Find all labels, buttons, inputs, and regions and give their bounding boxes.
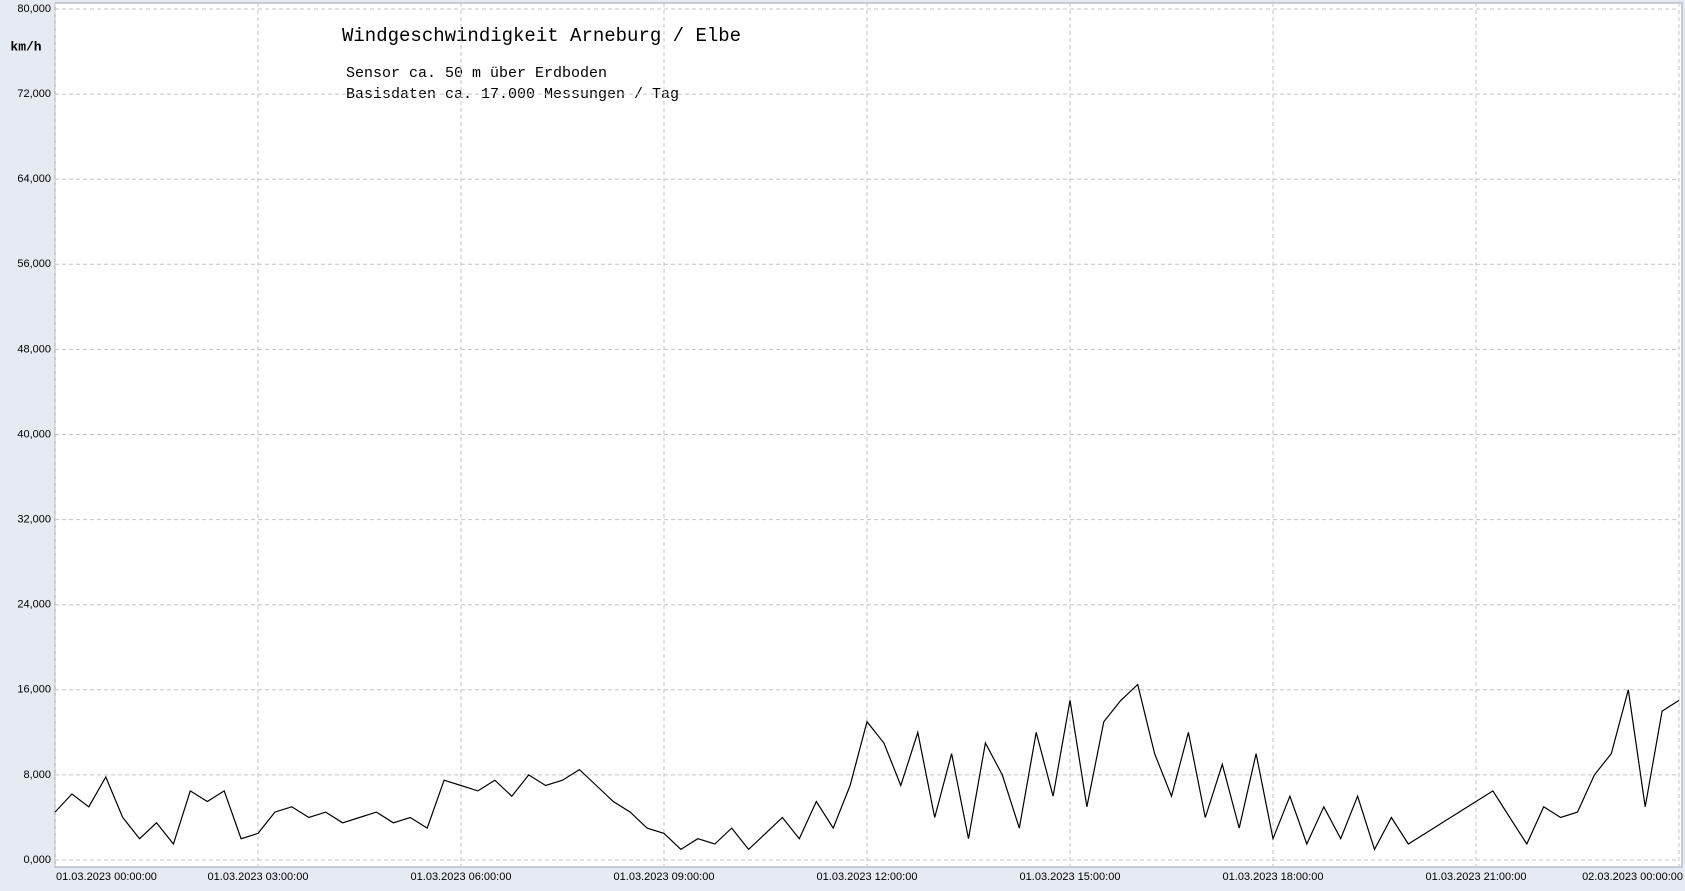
- y-tick-label: 16,000: [17, 684, 51, 696]
- x-tick-label: 01.03.2023 06:00:00: [411, 871, 512, 883]
- y-tick-label: 56,000: [17, 258, 51, 270]
- x-tick-label: 01.03.2023 09:00:00: [614, 871, 715, 883]
- x-tick-label: 01.03.2023 15:00:00: [1020, 871, 1121, 883]
- x-tick-label: 01.03.2023 12:00:00: [817, 871, 918, 883]
- chart-title: Windgeschwindigkeit Arneburg / Elbe: [342, 25, 741, 47]
- data-line: [54, 683, 1680, 851]
- y-axis-label: km/h: [10, 39, 41, 54]
- y-tick-label: 64,000: [17, 173, 51, 185]
- x-tick-label: 02.03.2023 00:00:00: [1582, 871, 1683, 883]
- y-tick-label: 80,000: [17, 3, 51, 15]
- y-tick-label: 24,000: [17, 599, 51, 611]
- y-tick-label: 72,000: [17, 88, 51, 100]
- y-tick-label: 8,000: [23, 769, 51, 781]
- y-tick-label: 0,000: [23, 854, 51, 866]
- x-tick-label: 01.03.2023 21:00:00: [1426, 871, 1527, 883]
- annotation: Sensor ca. 50 m über Erdboden: [346, 65, 607, 82]
- x-tick-label: 01.03.2023 00:00:00: [56, 871, 157, 883]
- y-tick-label: 32,000: [17, 514, 51, 526]
- x-tick-label: 01.03.2023 18:00:00: [1223, 871, 1324, 883]
- x-tick-label: 01.03.2023 03:00:00: [208, 871, 309, 883]
- y-tick-label: 48,000: [17, 343, 51, 355]
- y-tick-label: 40,000: [17, 428, 51, 440]
